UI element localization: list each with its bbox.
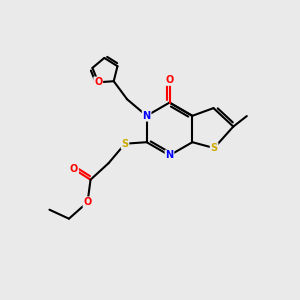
Text: O: O bbox=[165, 75, 174, 85]
Text: O: O bbox=[83, 197, 92, 207]
Text: N: N bbox=[165, 150, 174, 161]
Text: S: S bbox=[122, 139, 129, 149]
Text: O: O bbox=[94, 77, 102, 87]
Text: S: S bbox=[211, 143, 218, 153]
Text: N: N bbox=[142, 111, 151, 121]
Text: O: O bbox=[70, 164, 78, 174]
